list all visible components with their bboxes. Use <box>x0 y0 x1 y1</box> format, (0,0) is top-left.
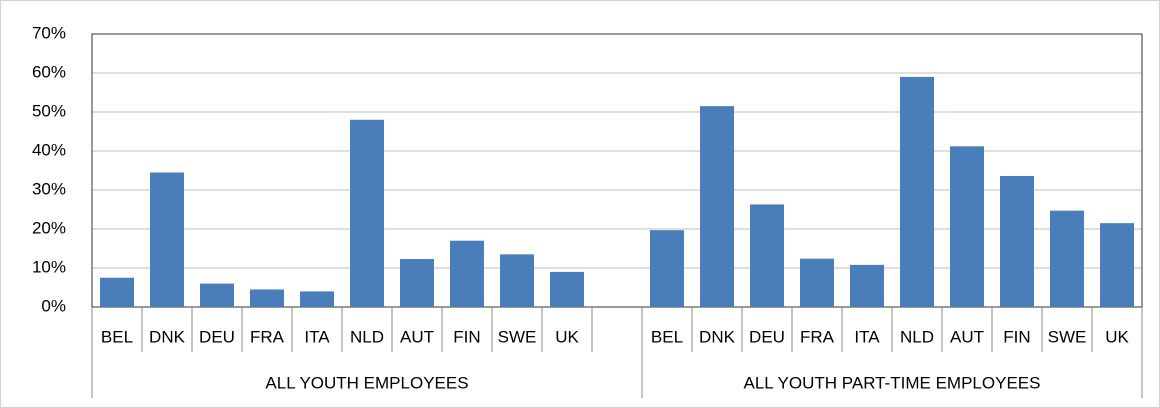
group-label: ALL YOUTH PART-TIME EMPLOYEES <box>744 373 1041 392</box>
x-tick-label: DNK <box>699 327 736 346</box>
x-tick-label: AUT <box>400 327 434 346</box>
x-tick-label: FRA <box>250 327 285 346</box>
y-tick-label: 40% <box>32 140 66 159</box>
y-tick-label: 60% <box>32 62 66 81</box>
x-tick-label: BEL <box>101 327 133 346</box>
bar <box>650 230 684 307</box>
y-tick-label: 30% <box>32 179 66 198</box>
bar <box>800 258 834 307</box>
x-tick-label: DEU <box>749 327 785 346</box>
y-tick-label: 70% <box>32 23 66 42</box>
bar <box>950 146 984 307</box>
x-tick-label: ITA <box>854 327 880 346</box>
bar <box>1000 175 1034 307</box>
bar <box>200 283 234 307</box>
x-tick-label: FRA <box>800 327 835 346</box>
bar <box>350 119 384 307</box>
x-tick-label: BEL <box>651 327 683 346</box>
bar <box>1050 210 1084 307</box>
y-tick-label: 50% <box>32 101 66 120</box>
y-tick-label: 0% <box>41 296 66 315</box>
x-tick-label: UK <box>555 327 579 346</box>
x-tick-label: AUT <box>950 327 984 346</box>
bar <box>100 277 134 307</box>
bar <box>750 204 784 307</box>
bar <box>300 291 334 307</box>
x-tick-label: FIN <box>1003 327 1030 346</box>
bar <box>550 271 584 307</box>
x-tick-label: NLD <box>900 327 934 346</box>
bar <box>700 106 734 308</box>
x-tick-label: SWE <box>1048 327 1087 346</box>
group-label: ALL YOUTH EMPLOYEES <box>265 373 468 392</box>
y-tick-label: 10% <box>32 257 66 276</box>
x-tick-label: FIN <box>453 327 480 346</box>
y-tick-label: 20% <box>32 218 66 237</box>
bar <box>400 259 434 307</box>
bar <box>1100 223 1134 307</box>
x-tick-label: ITA <box>304 327 330 346</box>
plot-border <box>91 33 1143 308</box>
bar <box>900 76 934 308</box>
x-tick-label: DNK <box>149 327 186 346</box>
bar <box>500 254 534 307</box>
x-tick-label: SWE <box>498 327 537 346</box>
x-tick-label: UK <box>1105 327 1129 346</box>
x-tick-label: DEU <box>199 327 235 346</box>
bar <box>450 240 484 307</box>
bar <box>250 289 284 307</box>
bar <box>850 264 884 307</box>
bar <box>150 172 184 307</box>
x-tick-label: NLD <box>350 327 384 346</box>
